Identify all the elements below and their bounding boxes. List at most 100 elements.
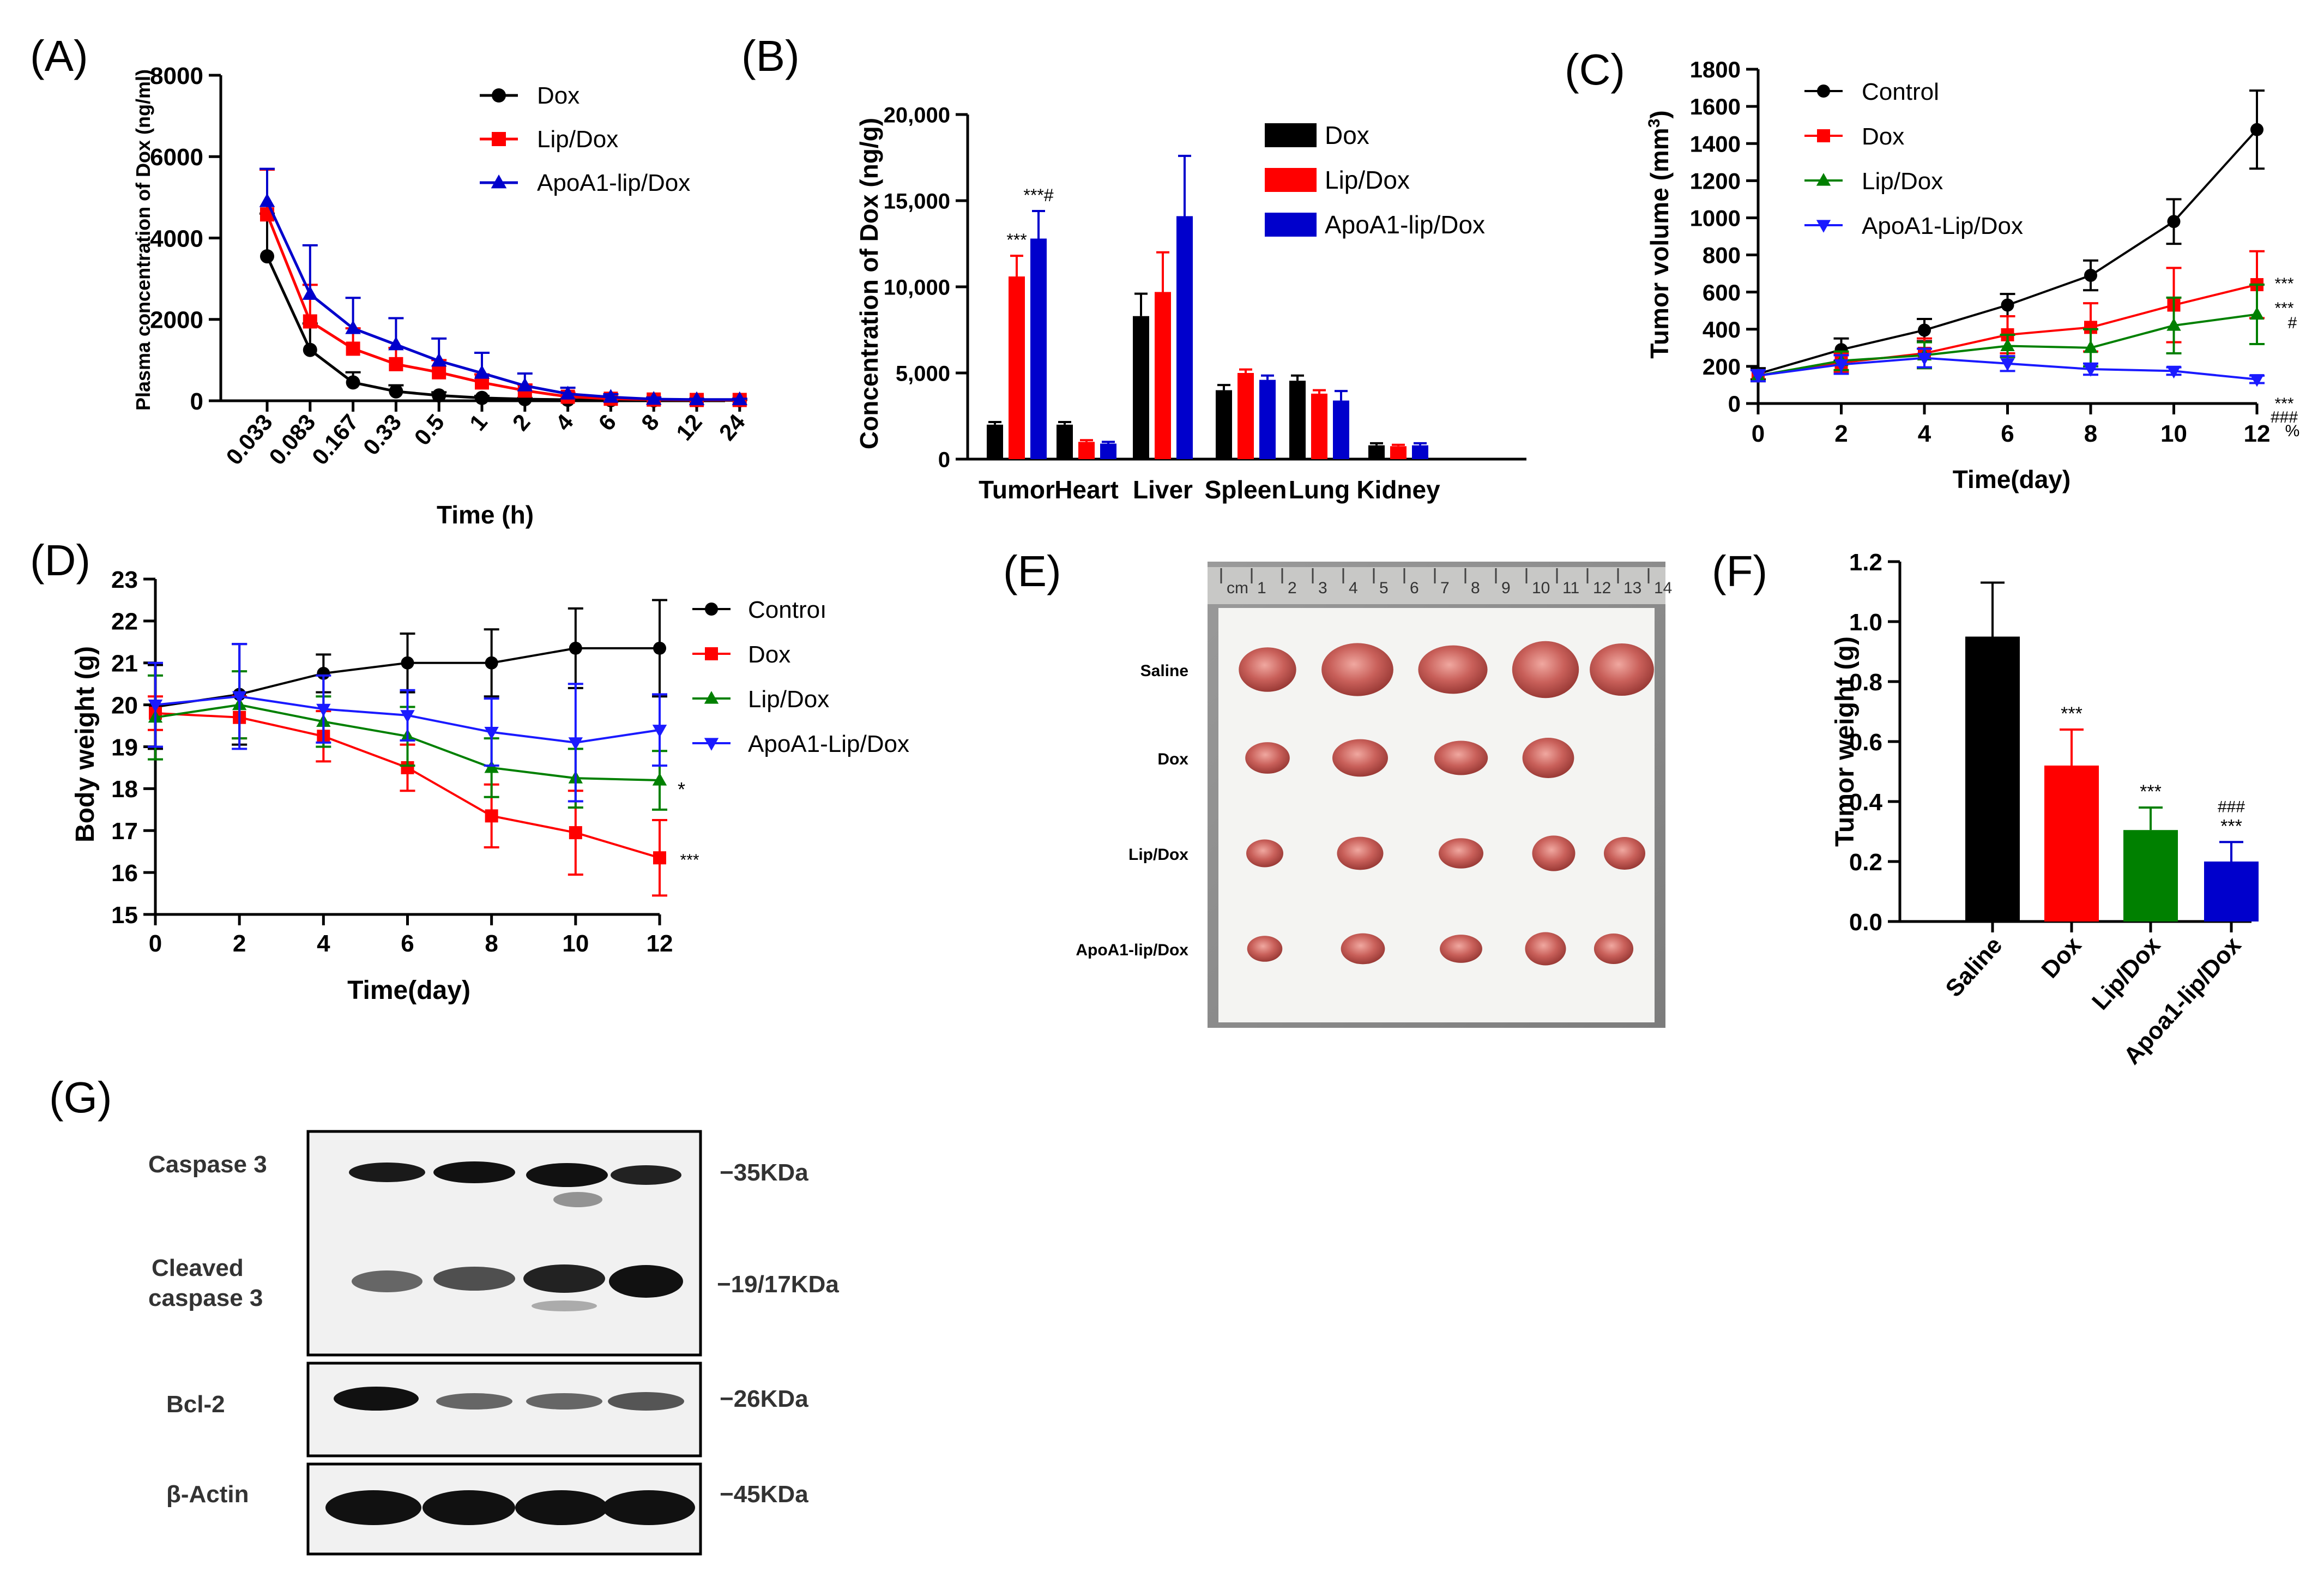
data-point: [2000, 358, 2015, 371]
data-point: [389, 384, 403, 399]
significance-label: ***: [2274, 299, 2293, 317]
significance-label: ###: [2218, 798, 2245, 816]
x-tick-label: Spleen: [1205, 475, 1287, 504]
legend-marker: [705, 603, 718, 616]
chart-c-tumor-volume: 0 200 400 600 800 1000 1200 1400 1600 1800 0 2 4 6 8 10…: [1645, 57, 2300, 493]
tumor-sample: [1246, 839, 1283, 868]
band: [436, 1393, 512, 1410]
y-tick-label: 23: [111, 567, 138, 593]
bar: [1176, 216, 1193, 459]
data-point: [2249, 374, 2265, 387]
bar: [2123, 830, 2178, 921]
tumor-sample: [1239, 647, 1296, 692]
data-point: [2001, 298, 2014, 312]
panel-label-e: (E): [1003, 547, 1061, 595]
band: [553, 1192, 602, 1207]
legend-label: ApoA1-lip/Dox: [537, 170, 690, 196]
data-point: [2166, 365, 2181, 379]
tumor-sample: [1418, 645, 1488, 694]
legend-marker: [492, 88, 506, 103]
blot-label-actin: β-Actin: [166, 1481, 249, 1508]
tumor-row-label: Dox: [1157, 750, 1188, 768]
significance-label: ***: [2140, 781, 2162, 802]
x-tick-label: 6: [401, 930, 414, 957]
y-tick-label: 2000: [150, 307, 203, 334]
bar: [1216, 390, 1232, 459]
y-tick-label: 200: [1703, 354, 1741, 380]
ruler-label: cm: [1227, 579, 1248, 597]
legend-label: ApoA1-lip/Dox: [1325, 210, 1485, 239]
y-tick-label: 5,000: [896, 362, 950, 386]
chart-f-tumor-weight: 0.0 0.2 0.4 0.6 0.8 1.0 1.2 Tumor weight (g) Sal…: [1831, 549, 2259, 1070]
legend-marker: [1817, 129, 1830, 142]
legend-marker: [1816, 220, 1831, 233]
x-tick-label: 0.033: [221, 409, 277, 470]
x-tick-label: 4: [1918, 420, 1931, 447]
ruler-label: 7: [1440, 579, 1450, 597]
legend-label: Controı: [748, 597, 826, 623]
legend-marker: [491, 174, 507, 189]
tumor-sample: [1245, 742, 1290, 774]
significance-label: ***: [2061, 703, 2082, 724]
bar: [1289, 381, 1306, 459]
data-point: [303, 342, 317, 357]
ruler-label: 10: [1532, 579, 1550, 597]
band: [608, 1392, 684, 1411]
y-axis-title: Body weight (g): [71, 646, 100, 842]
band: [352, 1270, 422, 1292]
x-tick-label: 1: [464, 409, 492, 436]
tumor-row-label: ApoA1-lip/Dox: [1076, 941, 1188, 959]
data-point: [474, 365, 490, 379]
panel-label-d: (D): [30, 536, 90, 585]
x-axis-title: Time(day): [1953, 465, 2071, 493]
legend-label: Control: [1862, 79, 1939, 105]
y-tick-label: 15,000: [884, 189, 950, 213]
blot-label-bcl2: Bcl-2: [166, 1391, 225, 1418]
x-tick-label: Heart: [1054, 475, 1119, 504]
bar: [2044, 766, 2099, 921]
y-tick-label: 0.4: [1849, 789, 1883, 816]
x-tick-label: 8: [485, 930, 498, 957]
tumor-sample: [1332, 739, 1388, 777]
x-tick-label: 4: [550, 409, 578, 436]
legend-swatch: [1265, 123, 1317, 147]
y-tick-label: 1800: [1690, 57, 1741, 82]
band: [433, 1267, 515, 1291]
ruler-label: 4: [1349, 579, 1358, 597]
blot-mw-26: −26KDa: [720, 1386, 808, 1412]
data-point: [346, 341, 360, 356]
y-tick-label: 22: [111, 609, 138, 635]
x-tick-label: 8: [2084, 420, 2097, 447]
tumor-sample: [1341, 933, 1385, 965]
band: [349, 1163, 425, 1182]
data-point: [302, 286, 318, 300]
tumor-sample: [1525, 932, 1566, 966]
legend-label: ApoA1-Lip/Dox: [748, 731, 909, 757]
data-point: [2250, 123, 2263, 136]
band: [609, 1265, 683, 1298]
y-axis-title: Plasma concentration of Dox (ng/ml): [132, 69, 154, 411]
significance-label: ***: [680, 851, 699, 869]
legend-marker: [1817, 85, 1830, 98]
tumor-rows: Saline Dox Lip/Dox ApoA1-lip/Dox: [1076, 641, 1654, 966]
y-tick-label: 1600: [1690, 94, 1741, 119]
tumor-row-label: Saline: [1140, 662, 1188, 680]
y-tick-label: 1200: [1690, 168, 1741, 194]
significance-label: #: [2288, 314, 2297, 332]
y-tick-label: 0.6: [1849, 729, 1882, 756]
y-axis-title: Concentration of Dox (ng/g): [855, 118, 883, 449]
data-point: [485, 656, 498, 670]
data-point: [389, 357, 403, 371]
tumor-sample: [1590, 643, 1654, 696]
x-tick-label: 0.5: [409, 409, 450, 450]
data-point: [2083, 364, 2098, 377]
legend-label: Dox: [537, 82, 580, 109]
data-point: [689, 391, 705, 406]
x-tick-label: 0: [1752, 420, 1765, 447]
significance-label: *: [678, 778, 685, 800]
bar: [1100, 443, 1116, 459]
legend-marker: [704, 691, 719, 704]
data-point: [431, 352, 447, 367]
